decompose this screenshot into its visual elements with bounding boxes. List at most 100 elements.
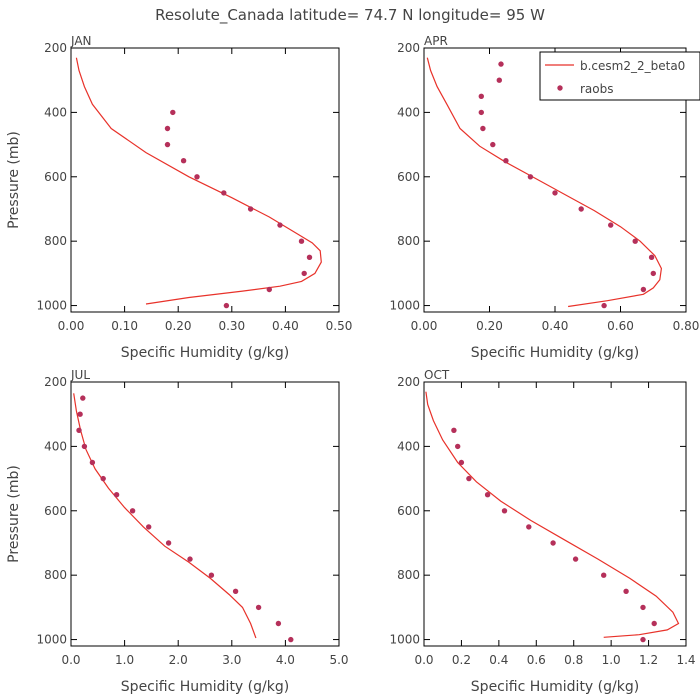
- raobs-point: [640, 636, 646, 643]
- plot-area: 0.0 0.2 0.4 0.6 0.8 1.0 1.2 1.4 200 400 600 800 1000: [389, 375, 695, 667]
- x-tick-label: 0.8: [564, 653, 583, 667]
- model-profile-line: [75, 57, 322, 305]
- y-tick-label: 600: [44, 504, 67, 518]
- legend: b.cesm2_2_beta0 raobs: [539, 51, 700, 101]
- raobs-point: [113, 492, 120, 498]
- raobs-point: [496, 77, 502, 83]
- raobs-point: [458, 459, 465, 466]
- y-tick-label: 200: [397, 375, 420, 389]
- y-tick-label: 400: [44, 439, 67, 453]
- x-tick-label: 0.40: [542, 319, 569, 333]
- y-tick-label: 600: [44, 170, 67, 184]
- axes-frame: [70, 47, 340, 313]
- raobs-point: [503, 158, 509, 164]
- raobs-point: [550, 540, 556, 546]
- raobs-point: [501, 508, 508, 514]
- raobs-point: [170, 109, 176, 116]
- x-tick-label: 1.0: [602, 653, 621, 667]
- raobs-point: [601, 572, 607, 578]
- raobs-point: [480, 125, 486, 132]
- raobs-point: [572, 556, 579, 562]
- y-tick-label: 800: [44, 234, 67, 248]
- raobs-point: [165, 540, 172, 546]
- model-profile-line: [73, 393, 257, 639]
- y-tick-label: 600: [397, 504, 420, 518]
- y-tick-label: 200: [44, 41, 67, 55]
- y-tick-label: 1000: [389, 299, 420, 313]
- raobs-point: [223, 302, 230, 309]
- raobs-point: [466, 475, 472, 482]
- x-tick-label: 0.4: [489, 653, 508, 667]
- y-axis-label: Pressure (mb): [6, 465, 22, 563]
- x-tick-label: 0.2: [452, 653, 471, 667]
- raobs-point: [623, 588, 629, 594]
- raobs-point: [484, 492, 491, 498]
- raobs-point: [552, 190, 558, 196]
- x-axis-label: Specific Humidity (g/kg): [471, 679, 639, 695]
- x-tick-label: 0.00: [58, 319, 85, 333]
- y-tick-label: 1000: [36, 299, 67, 313]
- raobs-point: [255, 604, 262, 611]
- axes-frame: [423, 47, 687, 313]
- raobs-point: [601, 302, 607, 309]
- x-tick-label: 2.0: [169, 653, 188, 667]
- panel-jul: JUL 0.0 1.0 2.0 3.0 4.0 5.0 200 400 600 800 1000 S…: [6, 368, 349, 695]
- figure-title: Resolute_Canada latitude= 74.7 N longitu…: [155, 6, 545, 25]
- x-axis-label: Specific Humidity (g/kg): [471, 345, 639, 361]
- y-tick-label: 1000: [389, 633, 420, 647]
- axes-frame: [70, 381, 340, 647]
- y-tick-label: 800: [397, 568, 420, 582]
- raobs-point: [301, 270, 307, 277]
- plot-area: 0.00 0.10 0.20 0.30 0.40 0.50 200 400 600 800 1000: [36, 41, 352, 333]
- model-profile-line: [425, 391, 680, 638]
- x-tick-label: 0.0: [61, 653, 80, 667]
- raobs-point: [526, 524, 532, 530]
- panel-title: APR: [424, 34, 448, 48]
- raobs-point: [640, 604, 646, 611]
- x-tick-label: 0.0: [414, 653, 433, 667]
- raobs-point: [76, 427, 82, 433]
- raobs-point: [578, 206, 584, 212]
- x-tick-label: 0.6: [527, 653, 546, 667]
- raobs-point: [650, 270, 656, 277]
- raobs-point: [146, 524, 152, 530]
- x-tick-label: 0.80: [673, 319, 700, 333]
- y-tick-label: 200: [44, 375, 67, 389]
- raobs-point: [527, 174, 534, 180]
- raobs-point: [451, 427, 457, 433]
- raobs-point: [208, 572, 215, 578]
- y-tick-label: 200: [397, 41, 420, 55]
- raobs-point: [180, 158, 187, 164]
- x-tick-label: 4.0: [276, 653, 295, 667]
- panel-title: JUL: [70, 368, 90, 382]
- legend-model-label: b.cesm2_2_beta0: [580, 59, 685, 73]
- legend-marker-swatch: [557, 85, 563, 91]
- raobs-point: [298, 238, 305, 244]
- panel-jan: JAN 0.00 0.10 0.20 0.30 0.40 0.50 200 400 600 800…: [6, 34, 352, 361]
- x-tick-label: 0.30: [218, 319, 245, 333]
- raobs-point: [164, 125, 171, 132]
- y-tick-label: 800: [44, 568, 67, 582]
- x-tick-label: 0.40: [272, 319, 299, 333]
- raobs-point: [187, 556, 193, 562]
- raobs-point: [100, 475, 106, 482]
- x-tick-label: 5.0: [329, 653, 348, 667]
- raobs-point: [89, 459, 96, 466]
- raobs-point: [80, 395, 86, 401]
- panel-title: JAN: [70, 34, 92, 48]
- raobs-point: [651, 620, 657, 627]
- axes-frame: [423, 381, 687, 647]
- raobs-point: [455, 443, 461, 450]
- x-tick-label: 0.50: [326, 319, 353, 333]
- x-axis-label: Specific Humidity (g/kg): [121, 345, 289, 361]
- x-tick-label: 0.60: [607, 319, 634, 333]
- raobs-point: [632, 238, 638, 244]
- y-tick-label: 400: [397, 439, 420, 453]
- y-tick-label: 400: [397, 105, 420, 119]
- legend-box: [539, 51, 700, 101]
- panel-oct: OCT 0.0 0.2 0.4 0.6 0.8 1.0 1.2 1.4 200 400 600 800…: [389, 368, 695, 695]
- x-tick-label: 1.4: [676, 653, 695, 667]
- plot-area: 0.0 1.0 2.0 3.0 4.0 5.0 200 400 600 800 1000: [36, 375, 348, 667]
- raobs-point: [266, 286, 272, 293]
